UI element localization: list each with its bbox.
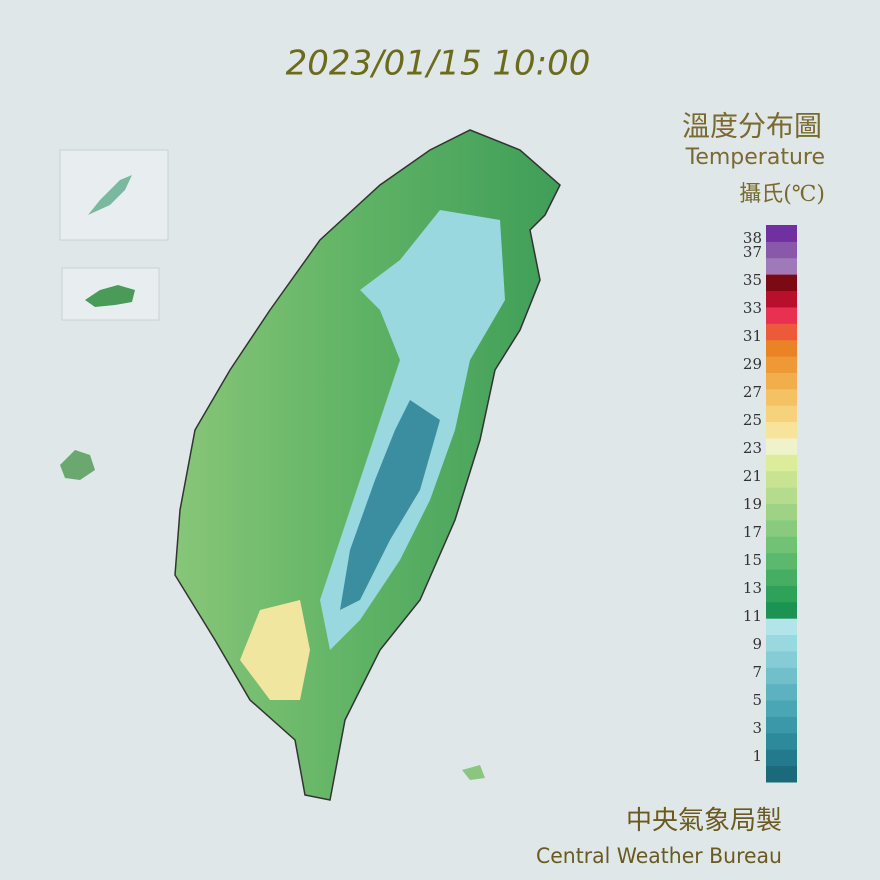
legend-band xyxy=(766,306,797,324)
datetime: 2023/01/15 10:00 xyxy=(286,44,591,84)
legend-band xyxy=(766,749,797,767)
warm-area xyxy=(240,600,310,700)
legend-band xyxy=(766,765,797,783)
legend-label: 11 xyxy=(743,607,762,625)
legend-band xyxy=(766,257,797,275)
legend-band xyxy=(766,552,797,570)
legend-band xyxy=(766,241,797,259)
legend-band xyxy=(766,732,797,750)
legend-band xyxy=(766,536,797,554)
legend-band xyxy=(766,290,797,308)
legend-band xyxy=(766,667,797,685)
legend-band xyxy=(766,356,797,373)
legend-band xyxy=(766,618,797,636)
legend-label: 25 xyxy=(743,411,762,429)
legend-label: 1 xyxy=(752,747,762,765)
island xyxy=(85,285,135,307)
legend-label: 35 xyxy=(743,271,762,289)
legend-band xyxy=(766,274,797,292)
legend-label: 37 xyxy=(743,243,762,261)
legend-label: 38 xyxy=(743,229,762,247)
cold-core xyxy=(340,400,440,610)
legend-band xyxy=(766,470,797,488)
legend-band xyxy=(766,700,797,717)
legend-label: 9 xyxy=(752,635,762,653)
legend-label: 15 xyxy=(743,551,762,569)
legend-band xyxy=(766,372,797,390)
island xyxy=(462,765,485,780)
legend-label: 33 xyxy=(743,299,762,317)
legend-band xyxy=(766,487,797,504)
island xyxy=(88,175,132,215)
legend-label: 27 xyxy=(743,383,762,401)
legend-band xyxy=(766,421,797,439)
legend-label: 21 xyxy=(743,467,762,485)
agency-en: Central Weather Bureau xyxy=(536,844,782,868)
legend-band xyxy=(766,569,797,586)
agency: 中央氣象局製 xyxy=(626,806,782,836)
legend-band xyxy=(766,437,797,455)
legend-band xyxy=(766,388,797,406)
legend-band xyxy=(766,405,797,423)
legend-label: 7 xyxy=(752,663,762,681)
legend-band xyxy=(766,683,797,701)
legend-band xyxy=(766,339,797,357)
legend-band xyxy=(766,601,797,619)
legend-label: 23 xyxy=(743,439,762,457)
legend-band xyxy=(766,716,797,734)
legend-label: 13 xyxy=(743,579,762,597)
legend-band xyxy=(766,519,797,537)
legend-band xyxy=(766,454,797,472)
legend-label: 19 xyxy=(743,495,762,513)
title: 溫度分布圖 xyxy=(682,110,822,143)
unit: 攝氏(℃) xyxy=(739,182,825,207)
legend-band xyxy=(766,650,797,668)
legend-label: 3 xyxy=(752,719,762,737)
island xyxy=(60,450,95,480)
legend-band xyxy=(766,585,797,603)
legend-label: 5 xyxy=(752,691,762,709)
legend-band xyxy=(766,225,797,242)
legend-band xyxy=(766,323,797,341)
legend-label: 31 xyxy=(743,327,762,345)
subtitle: Temperature xyxy=(685,145,825,170)
legend-label: 17 xyxy=(743,523,762,541)
legend-label: 29 xyxy=(743,355,762,373)
legend-band xyxy=(766,503,797,521)
legend-band xyxy=(766,634,797,652)
